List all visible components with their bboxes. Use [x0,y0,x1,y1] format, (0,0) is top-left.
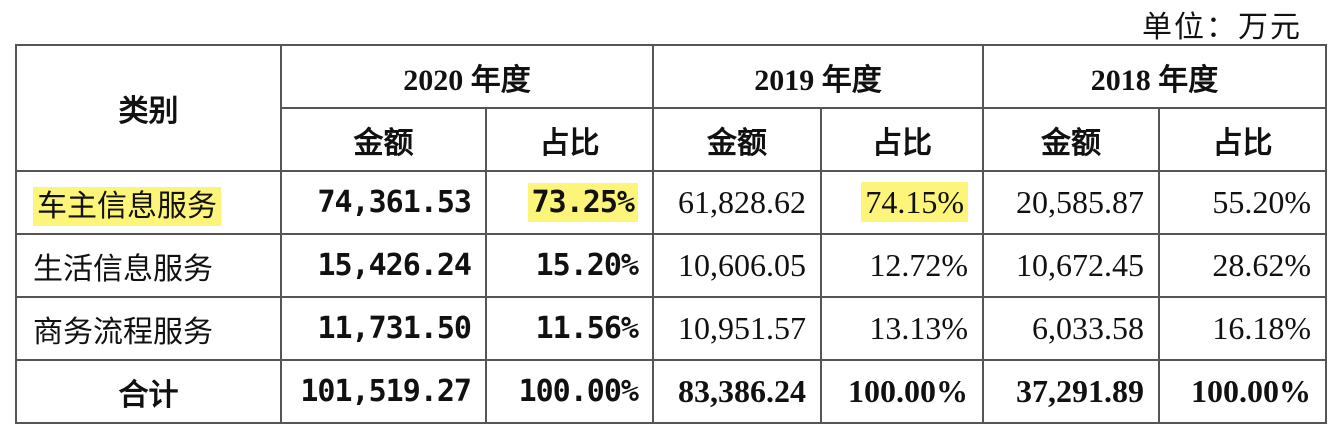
ratio-header: 占比 [485,107,654,172]
total-row: 合计 101,519.27 100.00% 83,386.24 100.00% … [15,359,1327,424]
amount-cell: 10,606.05 [652,233,822,298]
ratio-cell: 12.72% [820,233,984,298]
ratio-header: 占比 [1158,107,1327,172]
table-subheader-row: 金额 占比 金额 占比 金额 占比 [16,107,1327,172]
ratio-cell: 11.56% [485,296,654,361]
amount-header: 金额 [982,107,1160,172]
year-header-2018: 2018 年度 [982,44,1327,109]
ratio-cell: 13.13% [820,296,984,361]
amount-header: 金额 [280,107,487,172]
highlighted-text: 74.15% [861,182,968,222]
highlighted-text: 73.25% [527,183,638,222]
table-row: 商务流程服务 11,731.50 11.56% 10,951.57 13.13%… [15,296,1327,361]
revenue-table: 类别 2020 年度 2019 年度 2018 年度 金额 占比 金额 占比 金… [15,44,1327,424]
total-amount-cell: 37,291.89 [982,359,1160,424]
ratio-cell: 15.20% [485,233,654,298]
ratio-cell: 74.15% [820,170,984,235]
ratio-cell: 73.25% [485,170,654,235]
ratio-cell: 55.20% [1158,170,1327,235]
row-label: 生活信息服务 [15,233,282,298]
amount-cell: 15,426.24 [280,233,487,298]
amount-cell: 20,585.87 [982,170,1160,235]
amount-cell: 6,033.58 [982,296,1160,361]
year-header-2019: 2019 年度 [652,44,984,109]
ratio-cell: 16.18% [1158,296,1327,361]
amount-header: 金额 [652,107,822,172]
total-ratio-cell: 100.00% [820,359,984,424]
total-amount-cell: 83,386.24 [652,359,822,424]
total-label: 合计 [15,359,282,424]
highlighted-text: 车主信息服务 [33,186,221,226]
amount-cell: 61,828.62 [652,170,822,235]
ratio-cell: 28.62% [1158,233,1327,298]
row-label: 车主信息服务 [15,170,282,235]
ratio-header: 占比 [820,107,984,172]
category-header: 类别 [15,44,282,172]
total-amount-cell: 101,519.27 [280,359,487,424]
year-header-2020: 2020 年度 [280,44,654,109]
table-row: 车主信息服务 74,361.53 73.25% 61,828.62 74.15%… [15,170,1327,235]
amount-cell: 10,672.45 [982,233,1160,298]
table-header-row: 类别 2020 年度 2019 年度 2018 年度 [15,44,1327,172]
amount-cell: 74,361.53 [280,170,487,235]
amount-cell: 10,951.57 [652,296,822,361]
total-ratio-cell: 100.00% [485,359,654,424]
row-label: 商务流程服务 [15,296,282,361]
unit-label: 单位：万元 [1142,10,1302,45]
total-ratio-cell: 100.00% [1158,359,1327,424]
amount-cell: 11,731.50 [280,296,487,361]
table-row: 生活信息服务 15,426.24 15.20% 10,606.05 12.72%… [15,233,1327,298]
